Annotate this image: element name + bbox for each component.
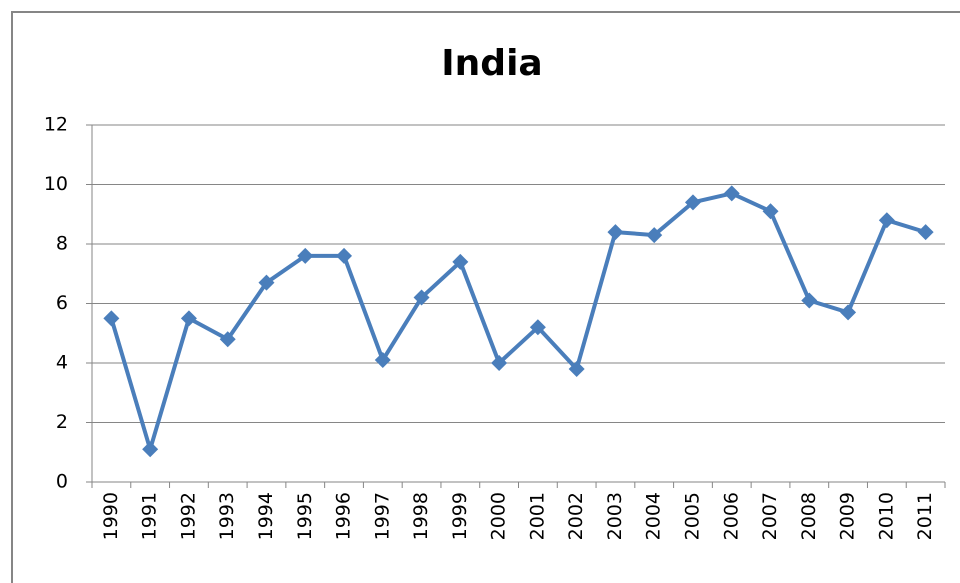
x-tick-label: 2001 bbox=[526, 492, 548, 540]
x-tick-label: 1999 bbox=[449, 492, 471, 540]
y-tick-label: 12 bbox=[44, 114, 68, 136]
x-tick-label: 2002 bbox=[565, 492, 587, 540]
data-point bbox=[103, 310, 120, 327]
data-point bbox=[801, 292, 818, 309]
data-point bbox=[529, 319, 546, 336]
x-tick-label: 1994 bbox=[255, 492, 277, 540]
data-point bbox=[258, 274, 275, 291]
y-tick-label: 8 bbox=[56, 233, 68, 255]
chart-title: India bbox=[441, 43, 542, 84]
data-point bbox=[336, 247, 353, 264]
x-tick-label: 2000 bbox=[488, 492, 510, 540]
x-tick-label: 1993 bbox=[216, 492, 238, 540]
x-tick-label: 1996 bbox=[333, 492, 355, 540]
data-point bbox=[180, 310, 197, 327]
y-tick-label: 10 bbox=[44, 173, 68, 195]
data-point bbox=[219, 331, 236, 348]
x-tick-label: 2003 bbox=[604, 492, 626, 540]
data-point bbox=[723, 185, 740, 202]
data-point bbox=[762, 203, 779, 220]
x-tick-label: 1990 bbox=[100, 492, 122, 540]
x-tick-label: 1992 bbox=[177, 492, 199, 540]
data-point bbox=[684, 194, 701, 211]
x-tick-label: 1991 bbox=[139, 492, 161, 540]
x-tick-label: 2011 bbox=[914, 492, 936, 540]
series-line bbox=[109, 191, 927, 452]
x-tick-label: 2004 bbox=[643, 492, 665, 540]
x-tick-label: 2006 bbox=[720, 492, 742, 540]
data-point bbox=[374, 352, 391, 369]
data-point bbox=[142, 441, 159, 458]
x-tick-label: 2005 bbox=[681, 492, 703, 540]
data-point bbox=[840, 304, 857, 321]
data-point bbox=[452, 253, 469, 270]
x-tick-label: 2009 bbox=[837, 492, 859, 540]
x-tick-label: 2008 bbox=[798, 492, 820, 540]
y-tick-label: 2 bbox=[56, 411, 68, 433]
data-point bbox=[607, 224, 624, 241]
x-tick-label: 1998 bbox=[410, 492, 432, 540]
y-tick-label: 4 bbox=[56, 352, 68, 374]
x-tick-label: 2007 bbox=[759, 492, 781, 540]
data-point bbox=[413, 289, 430, 306]
data-point bbox=[646, 227, 663, 244]
y-tick-label: 0 bbox=[56, 471, 68, 493]
data-point bbox=[878, 212, 895, 229]
data-point bbox=[297, 247, 314, 264]
y-tick-label: 6 bbox=[56, 292, 68, 314]
x-tick-label: 1997 bbox=[371, 492, 393, 540]
data-point bbox=[491, 355, 508, 371]
x-tick-label: 2010 bbox=[875, 492, 897, 540]
x-tick-label: 1995 bbox=[294, 492, 316, 540]
data-point bbox=[917, 224, 934, 241]
data-point bbox=[568, 360, 585, 377]
